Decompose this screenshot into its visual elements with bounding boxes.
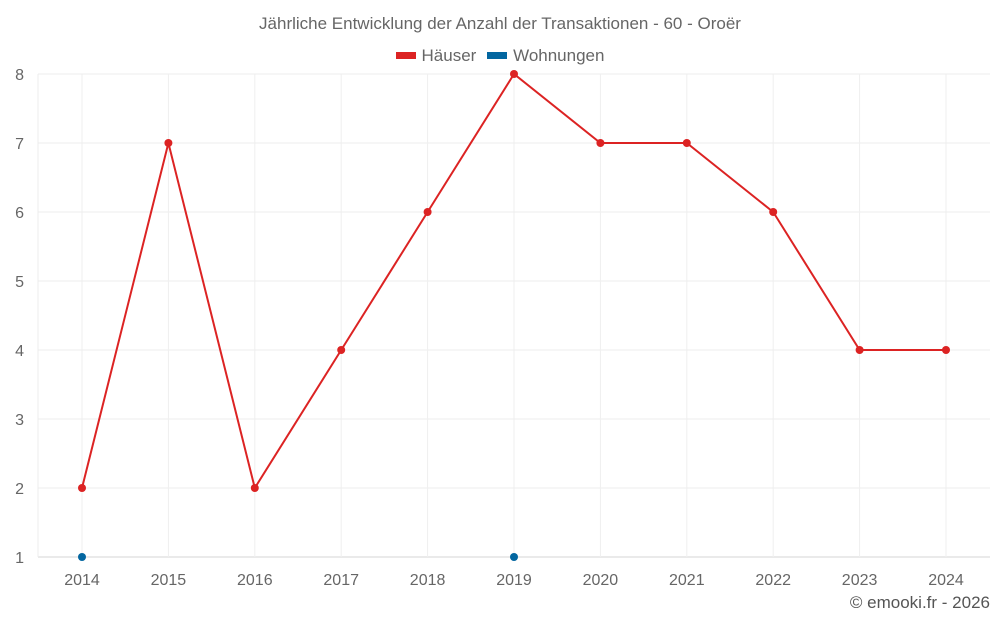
x-tick-label: 2017 [323,572,359,589]
data-point-huser [164,139,173,147]
x-tick-label: 2019 [496,572,532,589]
legend-swatch-haeuser [395,52,416,59]
credit-text: © emooki.fr - 2026 [849,593,990,612]
x-tick-label: 2023 [842,572,878,589]
x-tick-label: 2015 [151,572,187,589]
data-point-huser [78,484,86,492]
legend-item-haeuser[interactable]: Häuser [395,45,477,66]
chart-title: Jährliche Entwicklung der Anzahl der Tra… [259,14,741,33]
x-tick-label: 2014 [64,572,100,589]
data-point-huser [423,208,432,216]
x-tick-label: 2021 [669,572,705,589]
y-tick-label: 7 [15,136,24,153]
x-tick-label: 2016 [237,572,273,589]
legend-label-haeuser: Häuser [421,45,477,65]
chart-legend: Häuser Wohnungen [0,44,1000,66]
data-point-huser [942,346,950,354]
data-point-wohnungen [510,553,518,561]
y-tick-label: 2 [15,481,24,498]
y-tick-label: 1 [15,550,24,567]
x-tick-label: 2020 [583,572,619,589]
y-tick-label: 8 [15,67,24,84]
data-point-huser [596,139,605,147]
legend-label-wohnungen: Wohnungen [513,45,605,65]
y-tick-label: 3 [15,412,24,429]
x-tick-label: 2018 [410,572,446,589]
data-point-huser [250,484,259,492]
data-point-huser [682,139,691,147]
y-tick-label: 6 [15,205,24,222]
y-tick-label: 5 [15,274,24,291]
data-point-huser [337,346,346,354]
legend-swatch-wohnungen [487,52,508,59]
legend-item-wohnungen[interactable]: Wohnungen [487,46,604,66]
data-point-huser [769,208,778,216]
y-tick-label: 4 [15,343,24,360]
data-point-huser [855,346,864,354]
x-tick-label: 2024 [928,572,964,589]
data-point-huser [510,70,518,78]
x-tick-label: 2022 [755,572,791,589]
data-point-wohnungen [78,553,86,561]
